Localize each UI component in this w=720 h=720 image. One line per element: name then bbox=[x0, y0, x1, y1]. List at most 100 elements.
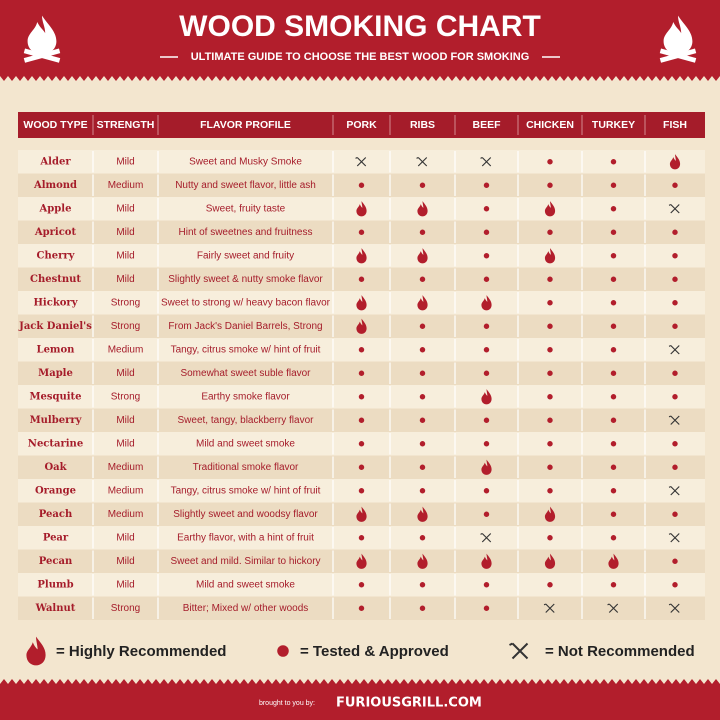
dot bbox=[277, 645, 289, 657]
flavor: Sweet, tangy, blackberry flavor bbox=[178, 415, 315, 426]
flavor: Fairly sweet and fruity bbox=[197, 250, 294, 261]
wood-type: Walnut bbox=[35, 603, 76, 614]
flavor: Tangy, citrus smoke w/ hint of fruit bbox=[171, 344, 321, 355]
dot bbox=[547, 300, 553, 306]
log bbox=[23, 48, 61, 63]
wood-type: Chestnut bbox=[30, 274, 81, 285]
tested bbox=[610, 464, 617, 470]
dot bbox=[610, 394, 617, 400]
strength: Mild bbox=[116, 579, 134, 590]
cross bbox=[480, 533, 492, 543]
flavor: Slightly sweet and woodsy flavor bbox=[173, 509, 318, 520]
dot bbox=[610, 441, 617, 447]
dot bbox=[672, 582, 678, 588]
strength: Medium bbox=[108, 344, 144, 355]
tested bbox=[547, 323, 553, 329]
tested bbox=[419, 582, 426, 588]
dot bbox=[610, 488, 617, 494]
highly-recommended bbox=[669, 154, 681, 170]
flavor: Hint of sweetnes and fruitness bbox=[179, 227, 313, 238]
wood-type: Oak bbox=[44, 462, 67, 473]
strength: Strong bbox=[111, 297, 140, 308]
tested bbox=[358, 370, 365, 376]
tested bbox=[547, 159, 553, 165]
dot bbox=[672, 182, 678, 188]
dot bbox=[610, 464, 617, 470]
highly-recommended bbox=[608, 553, 619, 569]
wood-type: Nectarine bbox=[28, 438, 83, 449]
wood-type: Pecan bbox=[39, 556, 73, 567]
dot bbox=[483, 347, 490, 353]
dot bbox=[483, 206, 490, 212]
tested bbox=[483, 511, 490, 517]
cross bbox=[668, 204, 680, 214]
tested bbox=[672, 182, 678, 188]
wood-type: Almond bbox=[33, 180, 77, 191]
flavor: Traditional smoke flavor bbox=[193, 462, 299, 473]
strength: Mild bbox=[116, 274, 134, 285]
flame bbox=[417, 553, 428, 569]
wood-type: Pear bbox=[43, 532, 69, 543]
flame bbox=[481, 459, 492, 475]
tested bbox=[672, 370, 678, 376]
dot bbox=[483, 229, 490, 235]
tested bbox=[610, 159, 617, 165]
tested bbox=[483, 370, 490, 376]
tested bbox=[610, 582, 617, 588]
tested bbox=[610, 441, 617, 447]
tested bbox=[419, 394, 426, 400]
strength: Medium bbox=[108, 462, 144, 473]
column-header: CHICKEN bbox=[526, 119, 574, 131]
highly-recommended bbox=[544, 553, 556, 569]
highly-recommended bbox=[417, 295, 428, 311]
dot bbox=[610, 511, 617, 517]
highly-recommended bbox=[481, 389, 492, 405]
strength: Mild bbox=[116, 532, 134, 543]
highly-recommended bbox=[356, 248, 367, 264]
tested bbox=[419, 535, 426, 541]
tested bbox=[547, 182, 553, 188]
dot bbox=[419, 417, 426, 423]
column-header: PORK bbox=[346, 119, 377, 131]
tested bbox=[610, 206, 617, 212]
tested bbox=[419, 417, 426, 423]
not-recommended bbox=[543, 603, 555, 613]
dot bbox=[483, 253, 490, 259]
tested bbox=[610, 417, 617, 423]
dot bbox=[547, 488, 553, 494]
dot bbox=[358, 535, 365, 541]
flavor: Somewhat sweet suble flavor bbox=[180, 368, 311, 379]
fire-icon bbox=[23, 15, 61, 63]
dot bbox=[358, 229, 365, 235]
not-recommended bbox=[668, 486, 680, 496]
tested bbox=[672, 511, 678, 517]
tested bbox=[610, 394, 617, 400]
tested bbox=[277, 645, 289, 657]
dot bbox=[419, 370, 426, 376]
flame bbox=[356, 553, 367, 569]
tested bbox=[547, 488, 553, 494]
not-recommended bbox=[668, 533, 680, 543]
tested bbox=[672, 229, 678, 235]
cross bbox=[509, 642, 529, 660]
tested bbox=[610, 229, 617, 235]
flame bbox=[417, 506, 428, 522]
tested bbox=[610, 535, 617, 541]
title: WOOD SMOKING CHART bbox=[179, 10, 541, 43]
strength: Mild bbox=[116, 227, 134, 238]
dot bbox=[610, 229, 617, 235]
dot bbox=[483, 582, 490, 588]
tested bbox=[483, 441, 490, 447]
flame bbox=[481, 389, 492, 405]
highly-recommended bbox=[26, 636, 46, 666]
strength: Mild bbox=[116, 250, 134, 261]
flavor: Earthy smoke flavor bbox=[201, 391, 290, 402]
dot bbox=[610, 182, 617, 188]
flame bbox=[481, 553, 492, 569]
highly-recommended bbox=[417, 248, 428, 264]
dot bbox=[610, 206, 617, 212]
strength: Strong bbox=[111, 603, 140, 614]
dot bbox=[547, 394, 553, 400]
tested bbox=[483, 417, 490, 423]
